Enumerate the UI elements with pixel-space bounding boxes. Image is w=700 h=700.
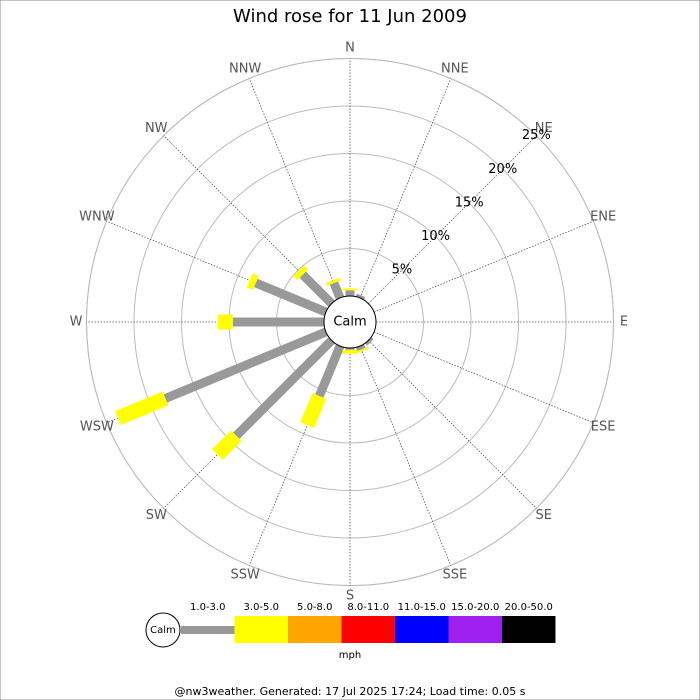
rose-segment xyxy=(300,393,327,428)
direction-label: WSW xyxy=(80,419,114,434)
legend-label: 3.0-5.0 xyxy=(244,602,279,613)
rose-segment xyxy=(254,278,328,317)
legend-label: 11.0-15.0 xyxy=(398,602,446,613)
rose-segment xyxy=(115,391,169,426)
rose-segment xyxy=(354,346,370,355)
spoke xyxy=(368,135,537,304)
rose-segment xyxy=(315,344,345,398)
direction-label: SE xyxy=(536,508,552,523)
spoke xyxy=(359,78,452,299)
legend-label: 1.0-3.0 xyxy=(190,602,225,613)
chart-title: Wind rose for 11 Jun 2009 xyxy=(233,6,467,27)
legend-unit: mph xyxy=(339,650,361,661)
r-tick-label: 10% xyxy=(421,229,450,244)
direction-label: S xyxy=(346,589,354,604)
rose-segment xyxy=(299,271,335,307)
r-tick-label: 25% xyxy=(522,128,551,143)
legend-calm xyxy=(145,612,181,648)
legend-swatch xyxy=(448,616,502,643)
legend-label: 5.0-8.0 xyxy=(297,602,332,613)
calm-label: Calm xyxy=(333,315,366,330)
rose-segment xyxy=(212,430,242,460)
direction-label: E xyxy=(620,315,628,330)
legend-label: 8.0-11.0 xyxy=(347,602,389,613)
spoke xyxy=(373,331,594,424)
rose-segment xyxy=(325,277,341,286)
direction-label: NW xyxy=(145,121,168,136)
calm-circle xyxy=(323,295,377,349)
direction-label: NE xyxy=(535,121,553,136)
direction-label: NNW xyxy=(229,61,261,76)
direction-label: NNE xyxy=(441,61,469,76)
direction-label: SSW xyxy=(230,568,260,583)
direction-label: ESE xyxy=(591,419,616,434)
legend-calm-label: Calm xyxy=(150,625,176,636)
legend-swatch xyxy=(341,616,395,643)
rose-segment xyxy=(246,273,259,290)
direction-label: SW xyxy=(146,508,167,523)
legend-swatch xyxy=(288,616,342,643)
rose-segment xyxy=(233,337,335,439)
direction-label: ENE xyxy=(590,210,616,225)
spoke xyxy=(248,78,341,299)
spoke xyxy=(373,220,594,313)
r-tick-label: 5% xyxy=(392,263,413,278)
direction-label: WNW xyxy=(79,210,115,225)
rose-segment xyxy=(293,265,309,281)
legend-swatch xyxy=(234,616,288,643)
direction-label: N xyxy=(345,41,355,56)
legend-label: 15.0-20.0 xyxy=(451,602,499,613)
r-tick-label: 20% xyxy=(488,162,517,177)
direction-label: SSE xyxy=(442,568,467,583)
legend-swatch xyxy=(181,626,235,634)
spoke xyxy=(368,340,537,509)
direction-label: W xyxy=(70,315,83,330)
r-tick-label: 15% xyxy=(455,195,484,210)
legend-swatch xyxy=(395,616,449,643)
rose-segment xyxy=(329,281,345,300)
spoke xyxy=(359,345,452,566)
footer: @nw3weather. Generated: 17 Jul 2025 17:2… xyxy=(175,685,526,698)
rose-segment xyxy=(355,344,366,352)
legend-label: 20.0-50.0 xyxy=(505,602,553,613)
legend-swatch xyxy=(502,616,556,643)
rose-segment xyxy=(163,327,328,403)
